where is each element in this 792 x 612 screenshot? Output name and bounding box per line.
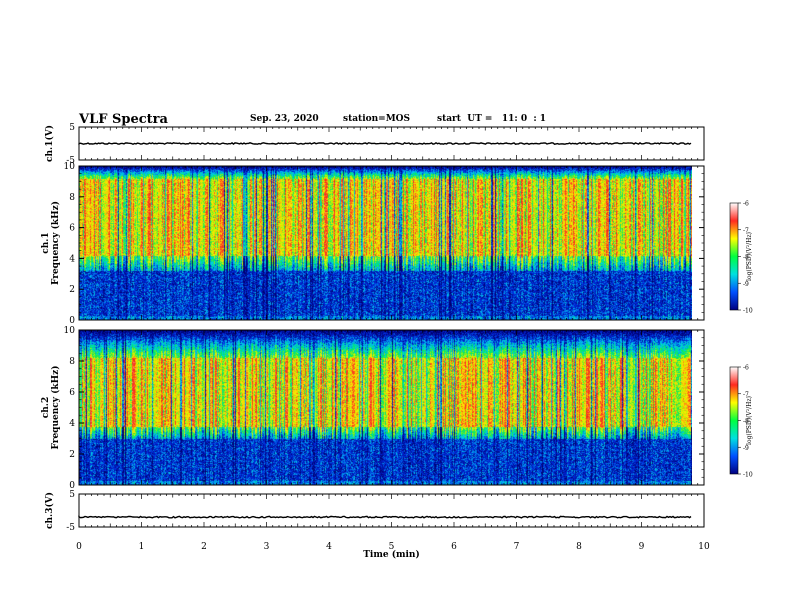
date-label: Sep. 23, 2020 bbox=[250, 114, 319, 124]
xtick-label-6: 6 bbox=[451, 542, 457, 552]
ytick-label-3-0: 5 bbox=[69, 490, 75, 500]
chart-title: VLF Spectra bbox=[79, 112, 168, 127]
ytick-label-2-3: 6 bbox=[69, 388, 75, 398]
xtick-label-7: 7 bbox=[514, 542, 520, 552]
spectrogram-layer bbox=[79, 166, 692, 485]
ytick-label-2-4: 8 bbox=[69, 357, 75, 367]
ylabel-2-0: ch.2 bbox=[41, 397, 51, 418]
colorbar-layer: -6 -7 -8 -9 -10 log(PSD)(V²/Hz) -6 -7 -8 -9 -10 log… bbox=[729, 201, 753, 479]
colorbar-tick-0-4: -10 bbox=[743, 308, 753, 315]
xtick-label-9: 9 bbox=[639, 542, 645, 552]
ytick-label-1-1: 2 bbox=[69, 285, 75, 295]
ylabel-1-0: ch.1 bbox=[41, 232, 51, 253]
colorbar-1 bbox=[729, 366, 739, 475]
colorbar-tick-1-0: -6 bbox=[743, 365, 749, 372]
ytick-label-1-3: 6 bbox=[69, 224, 75, 234]
xtick-label-2: 2 bbox=[201, 542, 207, 552]
xtick-label-1: 1 bbox=[139, 542, 145, 552]
xaxis-title: Time (min) bbox=[363, 549, 420, 560]
spectrogram-1 bbox=[79, 166, 692, 320]
xtick-label-10: 10 bbox=[698, 542, 710, 552]
ytick-label-1-4: 8 bbox=[69, 193, 75, 203]
xtick-label-3: 3 bbox=[264, 542, 270, 552]
ytick-label-2-2: 4 bbox=[69, 419, 75, 429]
ytick-label-3-1: -5 bbox=[66, 523, 75, 533]
station-label: station=MOS bbox=[343, 114, 411, 124]
ylabel-2-1: Frequency (kHz) bbox=[50, 365, 61, 449]
colorbar-tick-0-3: -9 bbox=[743, 281, 749, 288]
start-time-label: start UT = 11: 0 : 1 bbox=[437, 114, 547, 124]
ytick-label-1-5: 10 bbox=[64, 162, 76, 172]
ytick-label-0-1: -5 bbox=[66, 156, 75, 166]
ytick-label-2-1: 2 bbox=[69, 450, 75, 460]
colorbar-tick-1-1: -7 bbox=[743, 391, 749, 398]
colorbar-tick-0-2: -8 bbox=[743, 254, 749, 261]
colorbar-label-0: log(PSD)(V²/Hz) bbox=[746, 232, 753, 281]
colorbar-tick-0-1: -7 bbox=[743, 227, 749, 234]
ytick-label-1-2: 4 bbox=[69, 254, 75, 264]
ylabel-0-0: ch.1(V) bbox=[44, 125, 55, 162]
ylabel-3-0: ch.3(V) bbox=[44, 492, 55, 529]
waveform-layer bbox=[78, 141, 692, 519]
colorbar-tick-1-3: -9 bbox=[743, 445, 749, 452]
ytick-label-0-0: 5 bbox=[69, 123, 75, 133]
waveform-line-3 bbox=[78, 515, 692, 519]
colorbar-tick-1-4: -10 bbox=[743, 472, 753, 479]
colorbar-tick-1-2: -8 bbox=[743, 418, 749, 425]
colorbar-label-1: log(PSD)(V²/Hz) bbox=[746, 396, 753, 445]
xtick-label-8: 8 bbox=[576, 542, 582, 552]
waveform-line-0 bbox=[78, 141, 692, 146]
ytick-label-2-5: 10 bbox=[64, 326, 76, 336]
ytick-label-2-0: 0 bbox=[69, 481, 75, 491]
ylabel-1-1: Frequency (kHz) bbox=[50, 201, 61, 285]
spectrogram-2 bbox=[79, 330, 692, 485]
xtick-label-5: 5 bbox=[389, 542, 395, 552]
colorbar-tick-0-0: -6 bbox=[743, 201, 749, 208]
colorbar-0 bbox=[729, 202, 739, 311]
ytick-label-1-0: 0 bbox=[69, 316, 75, 326]
xtick-label-0: 0 bbox=[76, 542, 82, 552]
xtick-label-4: 4 bbox=[326, 542, 332, 552]
